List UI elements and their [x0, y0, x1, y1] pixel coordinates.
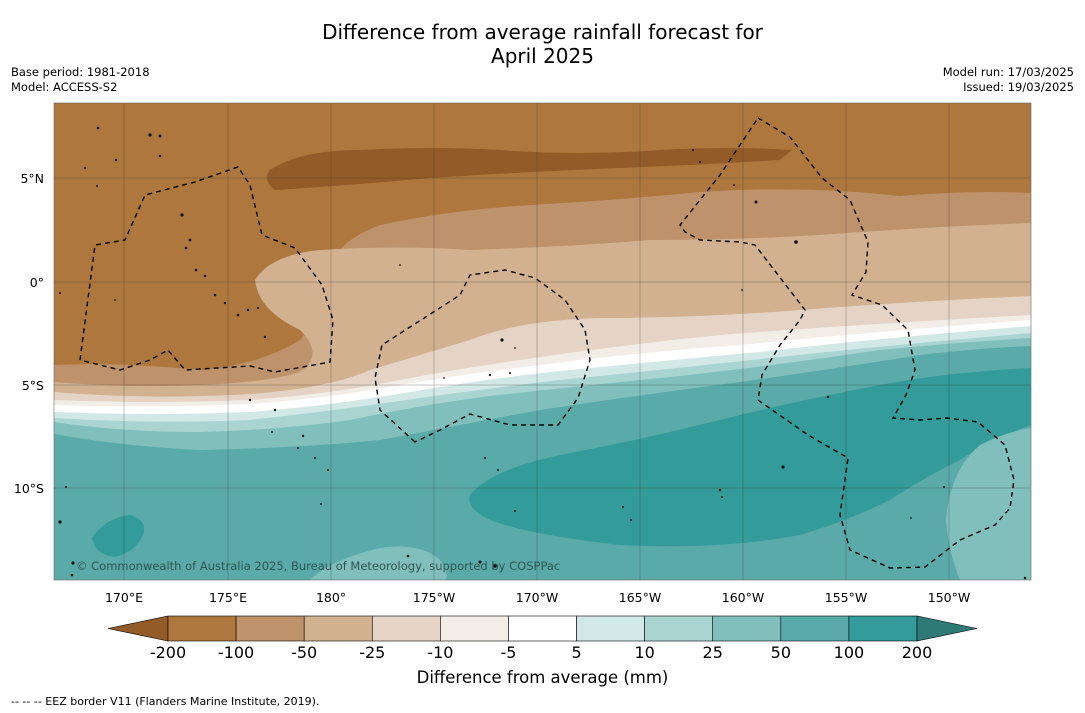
copyright-text: © Commonwealth of Australia 2025, Bureau…	[76, 559, 560, 573]
colorbar-tick-label: 10	[634, 643, 655, 662]
lat-label-0: 0°	[30, 275, 44, 290]
eez-borders	[79, 117, 1015, 569]
lat-label-10s: 10°S	[14, 481, 44, 496]
colorbar-tick-label: -200	[149, 643, 187, 662]
colorbar-segment	[303, 615, 373, 642]
title-line-2: April 2025	[491, 44, 594, 68]
chart-title: Difference from average rainfall forecas…	[0, 20, 1085, 68]
band-100-small	[92, 515, 145, 557]
map-fill	[54, 103, 1031, 580]
colorbar-label: Difference from average (mm)	[416, 668, 669, 687]
gridlines	[54, 103, 1031, 580]
lon-label-170e: 170°E	[105, 590, 143, 605]
lon-label-175w: 175°W	[413, 590, 455, 605]
lat-label-5n: 5°N	[20, 171, 44, 186]
lat-labels: 5°N 0° 5°S 10°S	[14, 171, 44, 496]
eez-footnote: -- -- -- EEZ border V11 (Flanders Marine…	[11, 695, 320, 708]
colorbar-segment	[371, 615, 441, 642]
title-line-1: Difference from average rainfall forecas…	[322, 20, 763, 44]
colorbar-tick-label: -10	[427, 643, 454, 662]
colorbar-segment	[848, 615, 918, 642]
lon-label-175e: 175°E	[209, 590, 247, 605]
meta-right: Model run: 17/03/2025 Issued: 19/03/2025	[943, 65, 1074, 95]
lon-label-160w: 160°W	[722, 590, 764, 605]
lon-label-180: 180°	[316, 590, 346, 605]
colorbar-tick-label: -50	[291, 643, 318, 662]
band-below-minus200	[266, 148, 792, 190]
eez-phoenix	[374, 269, 591, 443]
colorbar-tick-label: 50	[770, 643, 791, 662]
colorbar-segment	[235, 615, 305, 642]
colorbar-segment	[576, 615, 645, 642]
colorbar-segment	[440, 615, 509, 642]
lon-label-150w: 150°W	[928, 590, 970, 605]
colorbar-tick-label: -100	[217, 643, 255, 662]
colorbar-tick-label: 25	[702, 643, 723, 662]
model-run-text: Model run: 17/03/2025	[942, 65, 1074, 79]
colorbar-over-triangle	[916, 615, 978, 642]
meta-left: Base period: 1981-2018 Model: ACCESS-S2	[11, 65, 150, 95]
map-frame	[53, 102, 1032, 581]
colorbar-tick-label: 100	[833, 643, 865, 662]
lon-labels: 170°E 175°E 180° 175°W 170°W 165°W 160°W…	[105, 590, 970, 605]
lon-label-165w: 165°W	[619, 590, 661, 605]
band-25-bottom	[310, 546, 447, 580]
colorbar-segment	[167, 615, 237, 642]
colorbar-segment	[712, 615, 782, 642]
colorbar-tick-label: -25	[359, 643, 386, 662]
band-100	[469, 368, 1031, 547]
colorbar-tick-label: -5	[500, 643, 517, 662]
colorbar-segment	[644, 615, 714, 642]
colorbar	[107, 615, 978, 642]
lat-label-5s: 5°S	[22, 378, 44, 393]
lon-label-155w: 155°W	[825, 590, 867, 605]
colorbar-segment	[508, 615, 577, 642]
lon-label-170w: 170°W	[516, 590, 558, 605]
colorbar-tick-label: 5	[571, 643, 582, 662]
base-period-text: Base period: 1981-2018	[11, 65, 150, 79]
colorbar-segment	[780, 615, 850, 642]
issued-text: Issued: 19/03/2025	[963, 80, 1074, 94]
model-text: Model: ACCESS-S2	[11, 80, 118, 94]
islands	[58, 126, 1027, 580]
colorbar-under-triangle	[107, 615, 169, 642]
eez-line-islands	[679, 117, 1015, 569]
colorbar-tick-label: 200	[901, 643, 933, 662]
